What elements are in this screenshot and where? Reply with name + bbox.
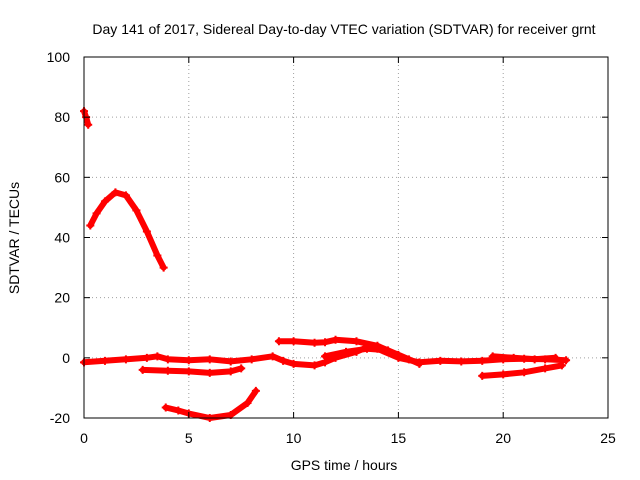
data-point bbox=[274, 337, 283, 346]
data-point bbox=[161, 403, 170, 412]
data-point bbox=[488, 352, 497, 361]
data-point bbox=[184, 356, 193, 365]
series-arc-5 bbox=[161, 386, 260, 422]
tick-layer bbox=[83, 56, 609, 419]
x-tick-label: 15 bbox=[391, 430, 407, 446]
data-point bbox=[383, 346, 392, 355]
chart-title: Day 141 of 2017, Sidereal Day-to-day VTE… bbox=[92, 21, 595, 37]
data-point bbox=[132, 206, 141, 215]
series-arc-8 bbox=[478, 361, 566, 380]
data-point bbox=[86, 221, 95, 230]
label-layer: 0 5 10 15 20 25 -20 0 20 40 60 80 100 bbox=[47, 49, 616, 446]
data-point bbox=[138, 365, 147, 374]
series-line bbox=[489, 353, 559, 363]
series-arc-6 bbox=[274, 335, 424, 368]
data-point bbox=[321, 352, 330, 361]
y-tick-label: 80 bbox=[54, 109, 70, 125]
data-point bbox=[520, 368, 529, 377]
series-arc-9 bbox=[488, 352, 560, 364]
data-point bbox=[84, 120, 93, 129]
data-point bbox=[153, 251, 162, 260]
data-point bbox=[268, 352, 277, 361]
data-point bbox=[562, 356, 571, 365]
series-line bbox=[87, 189, 167, 271]
data-point bbox=[121, 355, 130, 364]
series-layer bbox=[80, 107, 571, 422]
series-line bbox=[479, 362, 565, 379]
data-point bbox=[289, 359, 298, 368]
series-arc-4 bbox=[138, 364, 246, 377]
x-tick-label: 20 bbox=[495, 430, 511, 446]
data-point bbox=[551, 353, 560, 362]
data-point bbox=[457, 357, 466, 366]
data-point bbox=[478, 371, 487, 380]
data-point bbox=[163, 366, 172, 375]
data-point bbox=[352, 337, 361, 346]
data-point bbox=[226, 367, 235, 376]
y-tick-label: 100 bbox=[47, 49, 71, 65]
plot-frame bbox=[83, 56, 609, 419]
data-point bbox=[247, 355, 256, 364]
data-point bbox=[237, 364, 246, 373]
y-tick-label: 60 bbox=[54, 169, 70, 185]
data-point bbox=[478, 356, 487, 365]
data-point bbox=[153, 352, 162, 361]
y-axis-label: SDTVAR / TECUs bbox=[6, 182, 22, 294]
data-point bbox=[100, 197, 109, 206]
data-point bbox=[174, 406, 183, 415]
series-line bbox=[275, 336, 423, 367]
data-point bbox=[362, 344, 371, 353]
data-point bbox=[499, 370, 508, 379]
data-point bbox=[530, 355, 539, 364]
y-tick-label: -20 bbox=[50, 410, 70, 426]
data-point bbox=[321, 338, 330, 347]
data-point bbox=[436, 356, 445, 365]
series-line bbox=[81, 344, 570, 369]
x-tick-label: 0 bbox=[80, 430, 88, 446]
data-point bbox=[205, 368, 214, 377]
data-point bbox=[184, 367, 193, 376]
data-point bbox=[310, 338, 319, 347]
data-point bbox=[310, 361, 319, 370]
data-point bbox=[121, 191, 130, 200]
series-arc-1 bbox=[80, 107, 93, 129]
y-tick-label: 0 bbox=[62, 350, 70, 366]
x-tick-label: 5 bbox=[185, 430, 193, 446]
x-tick-label: 10 bbox=[286, 430, 302, 446]
data-point bbox=[142, 227, 151, 236]
data-point bbox=[100, 356, 109, 365]
data-point bbox=[557, 361, 566, 370]
y-tick-label: 40 bbox=[54, 230, 70, 246]
y-tick-label: 20 bbox=[54, 290, 70, 306]
data-point bbox=[342, 347, 350, 356]
data-point bbox=[163, 355, 172, 364]
data-point bbox=[394, 350, 403, 359]
series-arc-7 bbox=[321, 344, 392, 361]
data-point bbox=[111, 188, 120, 197]
data-point bbox=[142, 353, 151, 362]
data-point bbox=[92, 209, 101, 218]
data-point bbox=[541, 364, 550, 373]
series-arc-2 bbox=[86, 188, 168, 272]
series-line bbox=[322, 345, 391, 360]
data-point bbox=[509, 353, 518, 362]
grid-layer bbox=[84, 57, 608, 418]
data-point bbox=[279, 356, 288, 365]
data-point bbox=[159, 263, 168, 272]
data-point bbox=[415, 359, 424, 368]
data-point bbox=[331, 335, 340, 344]
x-axis-label: GPS time / hours bbox=[291, 457, 398, 473]
data-point bbox=[404, 355, 413, 364]
data-point bbox=[289, 337, 298, 346]
data-point bbox=[226, 357, 235, 366]
data-point bbox=[243, 398, 252, 407]
data-point bbox=[251, 386, 260, 395]
x-tick-label: 25 bbox=[600, 430, 616, 446]
data-point bbox=[205, 355, 214, 364]
